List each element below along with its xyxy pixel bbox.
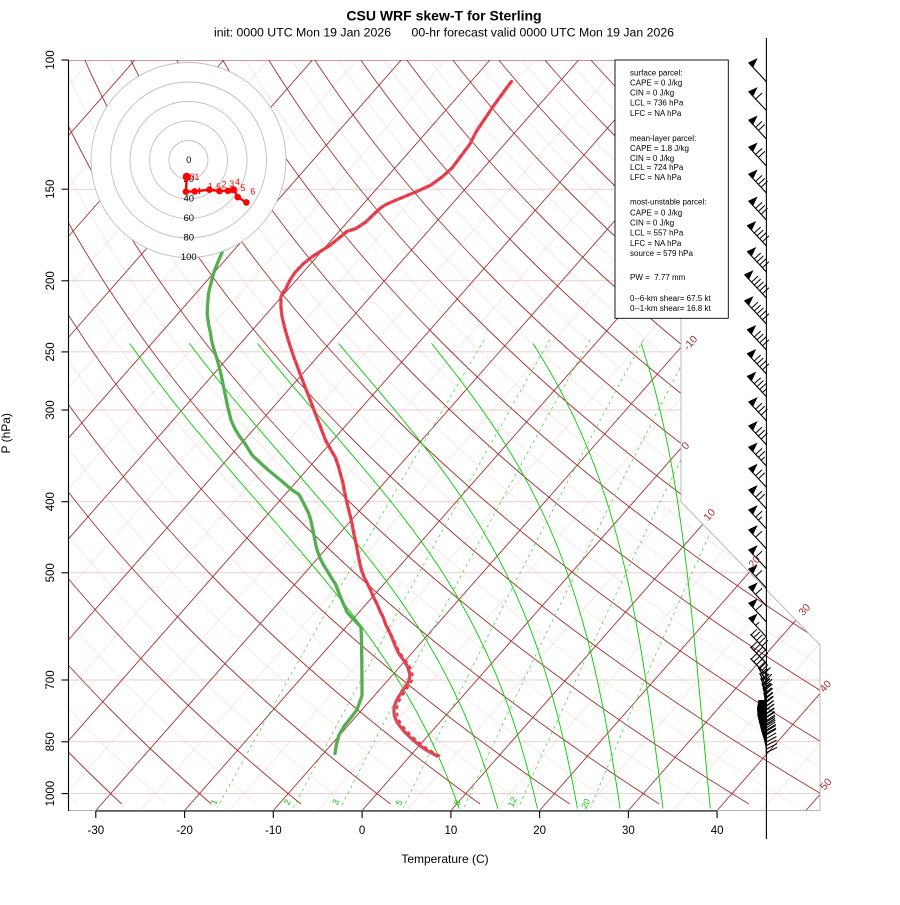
svg-text:CIN = 0 J/kg: CIN = 0 J/kg bbox=[630, 219, 674, 228]
svg-text:LCL = 557 hPa: LCL = 557 hPa bbox=[630, 229, 684, 238]
svg-text:01: 01 bbox=[190, 172, 200, 182]
svg-text:0--1-km shear= 16.8 kt: 0--1-km shear= 16.8 kt bbox=[630, 304, 711, 313]
svg-text:2: 2 bbox=[282, 798, 293, 807]
svg-text:CSU WRF skew-T for Sterling: CSU WRF skew-T for Sterling bbox=[346, 8, 541, 24]
svg-text:100: 100 bbox=[45, 50, 57, 69]
svg-text:Temperature (C): Temperature (C) bbox=[401, 852, 488, 866]
svg-text:40: 40 bbox=[711, 825, 724, 837]
svg-text:700: 700 bbox=[45, 670, 57, 689]
svg-text:CIN = 0 J/kg: CIN = 0 J/kg bbox=[630, 154, 674, 163]
svg-text:400: 400 bbox=[45, 492, 57, 511]
svg-text:100: 100 bbox=[181, 252, 197, 263]
svg-text:0: 0 bbox=[186, 155, 191, 166]
svg-text:850: 850 bbox=[45, 732, 57, 751]
svg-text:-30: -30 bbox=[87, 825, 104, 837]
svg-text:5: 5 bbox=[216, 182, 221, 192]
svg-text:12: 12 bbox=[506, 795, 519, 808]
svg-text:0--6-km shear= 67.5 kt: 0--6-km shear= 67.5 kt bbox=[630, 294, 711, 303]
svg-text:60: 60 bbox=[184, 213, 195, 224]
svg-text:3: 3 bbox=[330, 798, 341, 807]
svg-text:CAPE = 0 J/kg: CAPE = 0 J/kg bbox=[630, 209, 682, 218]
svg-text:10: 10 bbox=[445, 825, 458, 837]
svg-text:80: 80 bbox=[184, 232, 195, 243]
svg-text:LFC = NA hPa: LFC = NA hPa bbox=[630, 239, 682, 248]
svg-text:CAPE = 1.8 J/kg: CAPE = 1.8 J/kg bbox=[630, 144, 689, 153]
svg-text:200: 200 bbox=[45, 271, 57, 290]
svg-text:LFC = NA hPa: LFC = NA hPa bbox=[630, 109, 682, 118]
svg-text:1: 1 bbox=[208, 181, 213, 191]
svg-text:-10: -10 bbox=[265, 825, 282, 837]
svg-text:PW = 7.77 mm: PW = 7.77 mm bbox=[630, 273, 686, 282]
svg-text:5: 5 bbox=[393, 798, 404, 807]
svg-text:30: 30 bbox=[622, 825, 635, 837]
svg-text:5: 5 bbox=[241, 183, 246, 193]
svg-text:8: 8 bbox=[452, 798, 463, 807]
svg-text:P (hPa): P (hPa) bbox=[0, 413, 13, 453]
svg-text:1000: 1000 bbox=[45, 781, 57, 807]
svg-text:20: 20 bbox=[533, 825, 546, 837]
svg-text:250: 250 bbox=[45, 342, 57, 361]
svg-text:CIN = 0 J/kg: CIN = 0 J/kg bbox=[630, 89, 674, 98]
svg-text:source = 579 hPa: source = 579 hPa bbox=[630, 249, 693, 258]
svg-text:40: 40 bbox=[184, 193, 195, 204]
svg-text:most-unstable parcel:: most-unstable parcel: bbox=[630, 198, 706, 207]
svg-text:6: 6 bbox=[250, 186, 255, 196]
svg-text:0: 0 bbox=[359, 825, 365, 837]
svg-text:mean-layer parcel:: mean-layer parcel: bbox=[630, 134, 696, 143]
svg-text:LFC = NA hPa: LFC = NA hPa bbox=[630, 173, 682, 182]
svg-text:surface parcel:: surface parcel: bbox=[630, 69, 682, 78]
svg-text:init: 0000 UTC Mon 19 Jan 2026: init: 0000 UTC Mon 19 Jan 2026 00-hr for… bbox=[214, 26, 674, 40]
svg-text:500: 500 bbox=[45, 563, 57, 582]
svg-text:3: 3 bbox=[229, 179, 234, 189]
svg-text:150: 150 bbox=[45, 180, 57, 199]
svg-text:300: 300 bbox=[45, 400, 57, 419]
svg-text:CAPE = 0 J/kg: CAPE = 0 J/kg bbox=[630, 79, 682, 88]
svg-text:2: 2 bbox=[222, 180, 227, 190]
svg-text:20: 20 bbox=[579, 797, 592, 810]
svg-text:-20: -20 bbox=[176, 825, 193, 837]
svg-text:LCL = 736 hPa: LCL = 736 hPa bbox=[630, 99, 684, 108]
svg-text:LCL = 724 hPa: LCL = 724 hPa bbox=[630, 163, 684, 172]
svg-text:1: 1 bbox=[208, 798, 219, 807]
svg-text:4: 4 bbox=[235, 177, 240, 187]
